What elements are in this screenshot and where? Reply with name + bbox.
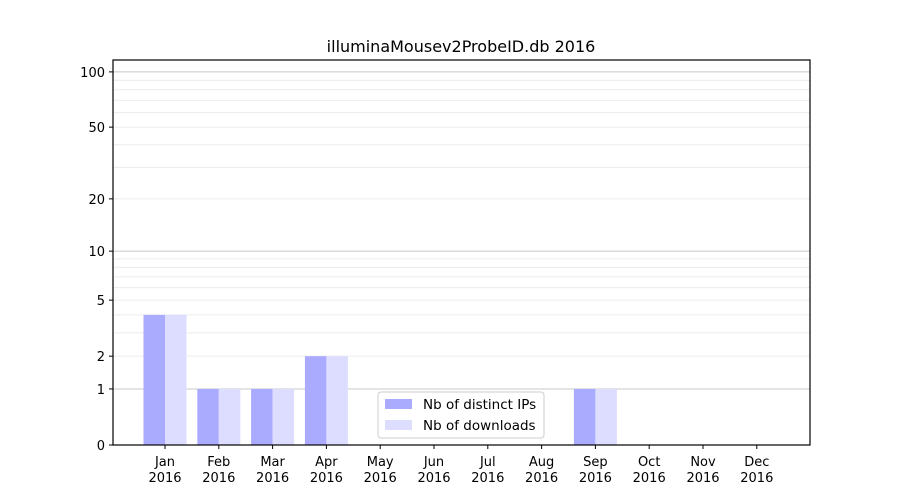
legend: Nb of distinct IPs Nb of downloads <box>377 391 545 439</box>
x-axis: Jan 2016 Feb 2016 Mar 2016 Apr 2016 May 2016 Jun 20… <box>148 445 773 486</box>
bar-distinct-ips <box>573 388 596 445</box>
bars <box>143 314 617 445</box>
x-tick-label: Sep 2016 <box>579 455 612 486</box>
bar-downloads <box>165 314 187 445</box>
plot-frame <box>112 59 811 446</box>
y-tick-label: 5 <box>97 294 105 309</box>
legend-frame <box>377 391 545 439</box>
x-tick-label: May 2016 <box>364 455 397 486</box>
x-tick-label: Nov 2016 <box>686 455 719 486</box>
y-axis: 0 1 2 5 10 20 50 100 <box>80 66 113 454</box>
bar-downloads <box>595 388 617 445</box>
x-tick-label: Jul 2016 <box>471 455 504 486</box>
y-tick-label: 20 <box>88 193 105 208</box>
y-tick-label: 1 <box>97 383 105 398</box>
x-tick-label: Dec 2016 <box>740 455 773 486</box>
x-tick-label: Oct 2016 <box>633 455 666 486</box>
bar-downloads <box>218 388 241 445</box>
chart-title: illuminaMousev2ProbeID.db 2016 <box>327 37 596 56</box>
bar-distinct-ips <box>251 388 273 445</box>
legend-label-distinct-ips: Nb of distinct IPs <box>423 397 536 413</box>
bar-distinct-ips <box>143 314 165 445</box>
x-tick-label: Mar 2016 <box>256 455 289 486</box>
bar-downloads <box>272 388 295 445</box>
y-tick-label: 10 <box>88 245 105 260</box>
x-tick-label: Apr 2016 <box>310 455 343 486</box>
x-tick-label: Feb 2016 <box>202 455 235 486</box>
y-tick-label: 100 <box>80 66 105 81</box>
bar-distinct-ips <box>304 356 327 445</box>
bar-distinct-ips <box>197 388 219 445</box>
x-tick-label: Aug 2016 <box>525 455 558 486</box>
x-tick-label: Jun 2016 <box>417 455 450 486</box>
y-tick-label: 2 <box>97 350 105 365</box>
y-tick-label: 0 <box>97 439 105 454</box>
legend-swatch-downloads <box>385 420 412 430</box>
legend-label-downloads: Nb of downloads <box>423 418 536 434</box>
bar-downloads <box>326 356 348 445</box>
x-tick-label: Jan 2016 <box>148 455 181 486</box>
y-tick-label: 50 <box>88 121 105 136</box>
gridlines <box>113 71 810 390</box>
legend-swatch-distinct-ips <box>385 399 412 409</box>
